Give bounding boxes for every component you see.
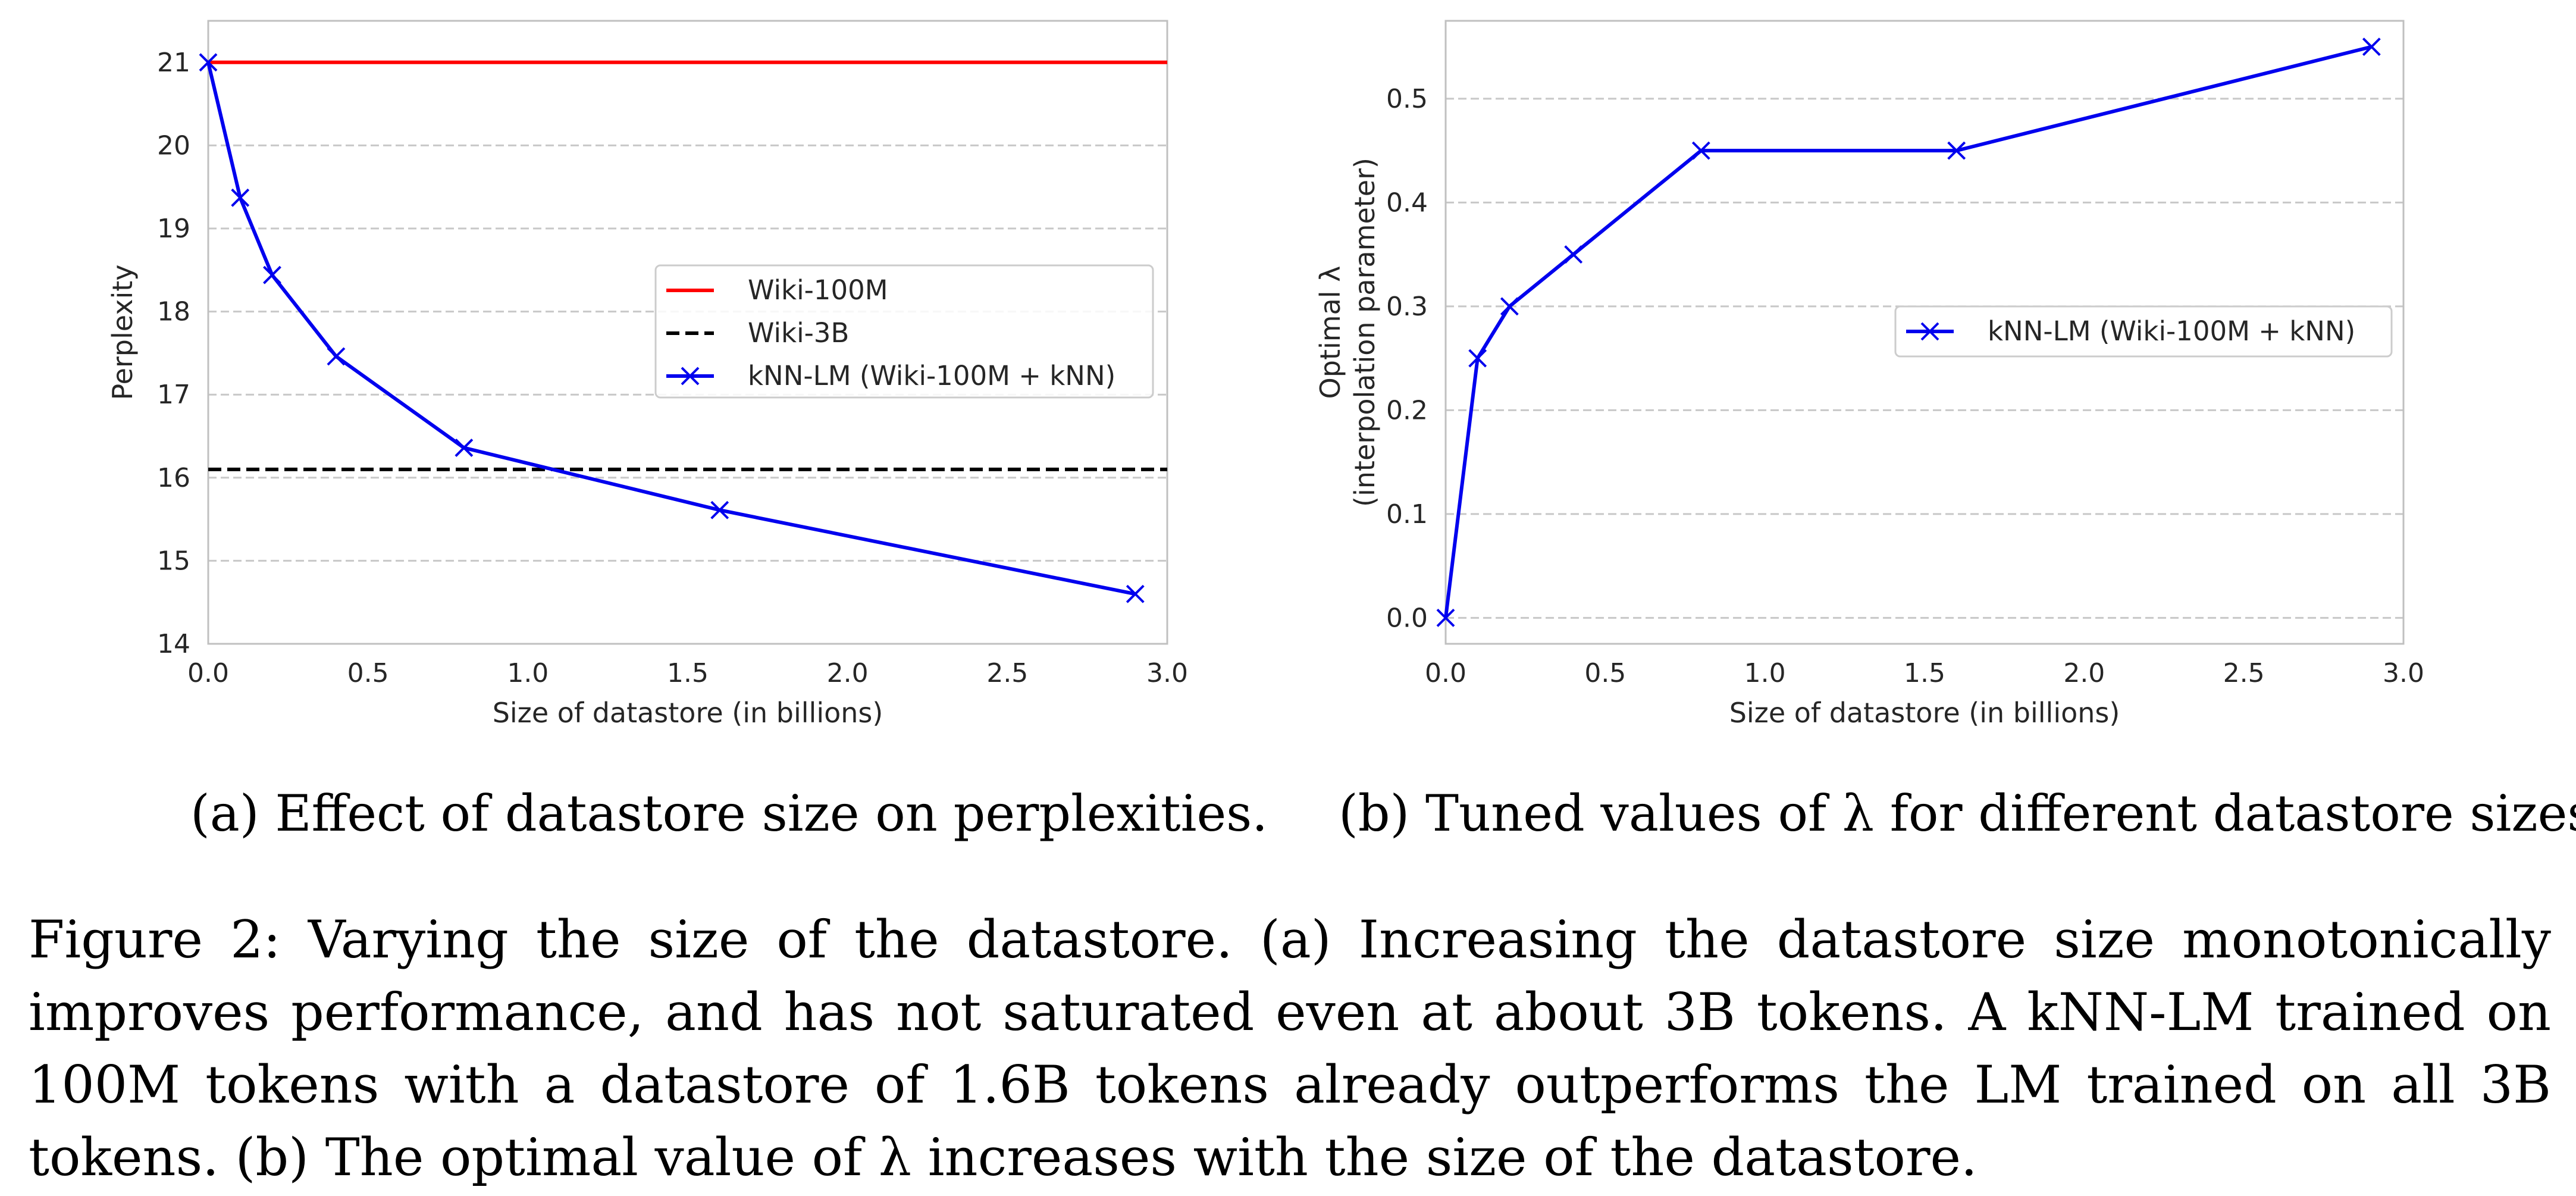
x-tick-label: 0.0 [1425,658,1466,688]
plot-frame [207,20,1168,645]
x-axis-label: Size of datastore (in billions) [493,697,883,729]
y-axis-label-line: (interpolation parameter) [1349,158,1381,507]
x-tick-label: 1.0 [1744,658,1786,688]
data-point-marker [455,439,474,457]
data-point-marker [327,347,346,366]
data-point-marker [1126,584,1145,603]
y-tick-label: 18 [157,297,190,327]
y-tick-label: 17 [157,380,190,410]
y-tick-label: 14 [157,629,190,659]
legend-label: Wiki-3B [748,317,849,349]
data-point-marker [199,53,218,72]
x-tick-label: 1.5 [667,658,709,688]
legend-marker [681,367,700,386]
data-point-marker [1500,297,1519,316]
x-tick-label: 2.0 [827,658,869,688]
subcaption-a: (a) Effect of datastore size on perplexi… [190,784,1268,843]
x-tick-label: 1.0 [507,658,549,688]
y-tick-label: 0.4 [1386,187,1428,218]
y-tick-label: 19 [157,214,190,244]
x-tick-label: 1.5 [1904,658,1945,688]
data-point-marker [1947,141,1966,160]
data-point-marker [263,265,281,284]
x-tick-label: 0.5 [347,658,389,688]
x-tick-label: 0.0 [187,658,229,688]
legend-box [1894,305,2393,358]
y-tick-label: 0.5 [1386,84,1428,114]
x-tick-label: 2.5 [2223,658,2265,688]
y-tick-label: 16 [157,463,190,493]
legend-marker [1920,322,1939,341]
y-tick-label: 21 [157,48,190,78]
data-point-marker [1436,608,1455,627]
figure-caption: Figure 2: Varying the size of the datast… [29,909,2551,1188]
y-axis-label: Perplexity [106,264,139,400]
legend-label: kNN-LM (Wiki-100M + kNN) [748,360,1115,392]
data-point-marker [710,500,729,519]
data-point-marker [1468,349,1487,368]
y-tick-label: 0.1 [1386,499,1428,530]
data-point-marker [231,188,250,207]
legend-box [654,264,1154,399]
figure-charts: 14 15 16 17 18 19 20 21 0.0 0.5 1.0 1.5 2.0 2.5 3.0 Siz… [106,20,2424,729]
x-tick-label: 2.0 [2063,658,2105,688]
y-tick-label: 0.0 [1386,603,1428,633]
x-tick-label: 3.0 [2383,658,2424,688]
y-tick-label: 20 [157,130,190,161]
x-axis-label: Size of datastore (in billions) [1729,697,2120,729]
x-tick-label: 3.0 [1146,658,1188,688]
y-tick-label: 0.2 [1386,395,1428,425]
subcaption-b: (b) Tuned values of λ for different data… [1339,784,2576,843]
legend-label: Wiki-100M [748,274,888,306]
lambda-chart: 0.0 0.1 0.2 0.3 0.4 0.5 0.0 0.5 1.0 1.5 2.0 2.5 3.0 S… [1314,20,2424,729]
perplexity-chart: 14 15 16 17 18 19 20 21 0.0 0.5 1.0 1.5 2.0 2.5 3.0 Siz… [106,20,1188,729]
y-tick-label: 15 [157,546,190,576]
data-point-marker [2362,37,2381,57]
x-tick-label: 0.5 [1584,658,1626,688]
y-axis-label-line: Optimal λ [1314,266,1346,399]
data-point-marker [1564,245,1583,264]
legend-label: kNN-LM (Wiki-100M + kNN) [1988,315,2355,347]
plot-frame [1444,20,2405,645]
data-point-marker [1691,141,1710,160]
y-tick-label: 0.3 [1386,292,1428,322]
x-tick-label: 2.5 [986,658,1028,688]
